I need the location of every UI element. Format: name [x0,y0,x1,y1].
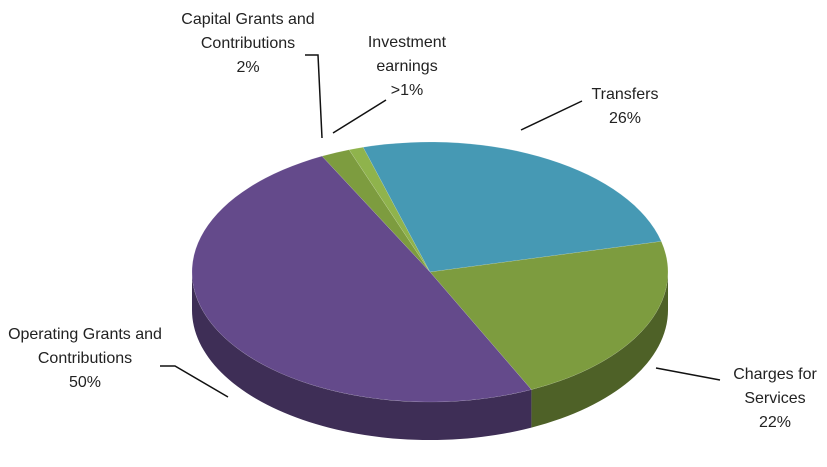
slice [321,149,431,273]
slice [348,146,431,273]
slice-label: Operating Grants and Contributions 50% [5,323,165,395]
leader-line [160,365,229,398]
slice [429,241,669,390]
leader-line [332,99,387,134]
slice-label: Transfers 26% [545,83,705,131]
slice-label: Charges for Services 22% [720,363,827,435]
slice-value: 22% [758,414,792,431]
slice-side [531,272,668,428]
slice-name: Capital Grants and Contributions [181,11,315,52]
slice-side [192,272,532,440]
slice-value: >1% [390,82,424,99]
slice-value: 26% [608,110,642,127]
slice-value: 50% [68,374,102,391]
slice-label: Capital Grants and Contributions 2% [163,8,333,80]
slice [362,141,662,273]
slice [191,155,532,403]
slice-name: Transfers [591,86,659,103]
slice-label: Investment earnings >1% [352,31,462,103]
leader-line [305,54,323,139]
leader-line [520,100,583,131]
slice-name: Investment earnings [367,34,447,75]
leader-line [655,367,721,381]
slice-name: Charges for Services [733,366,817,407]
slice-value: 2% [236,59,260,76]
slice-name: Operating Grants and Contributions [8,326,162,367]
